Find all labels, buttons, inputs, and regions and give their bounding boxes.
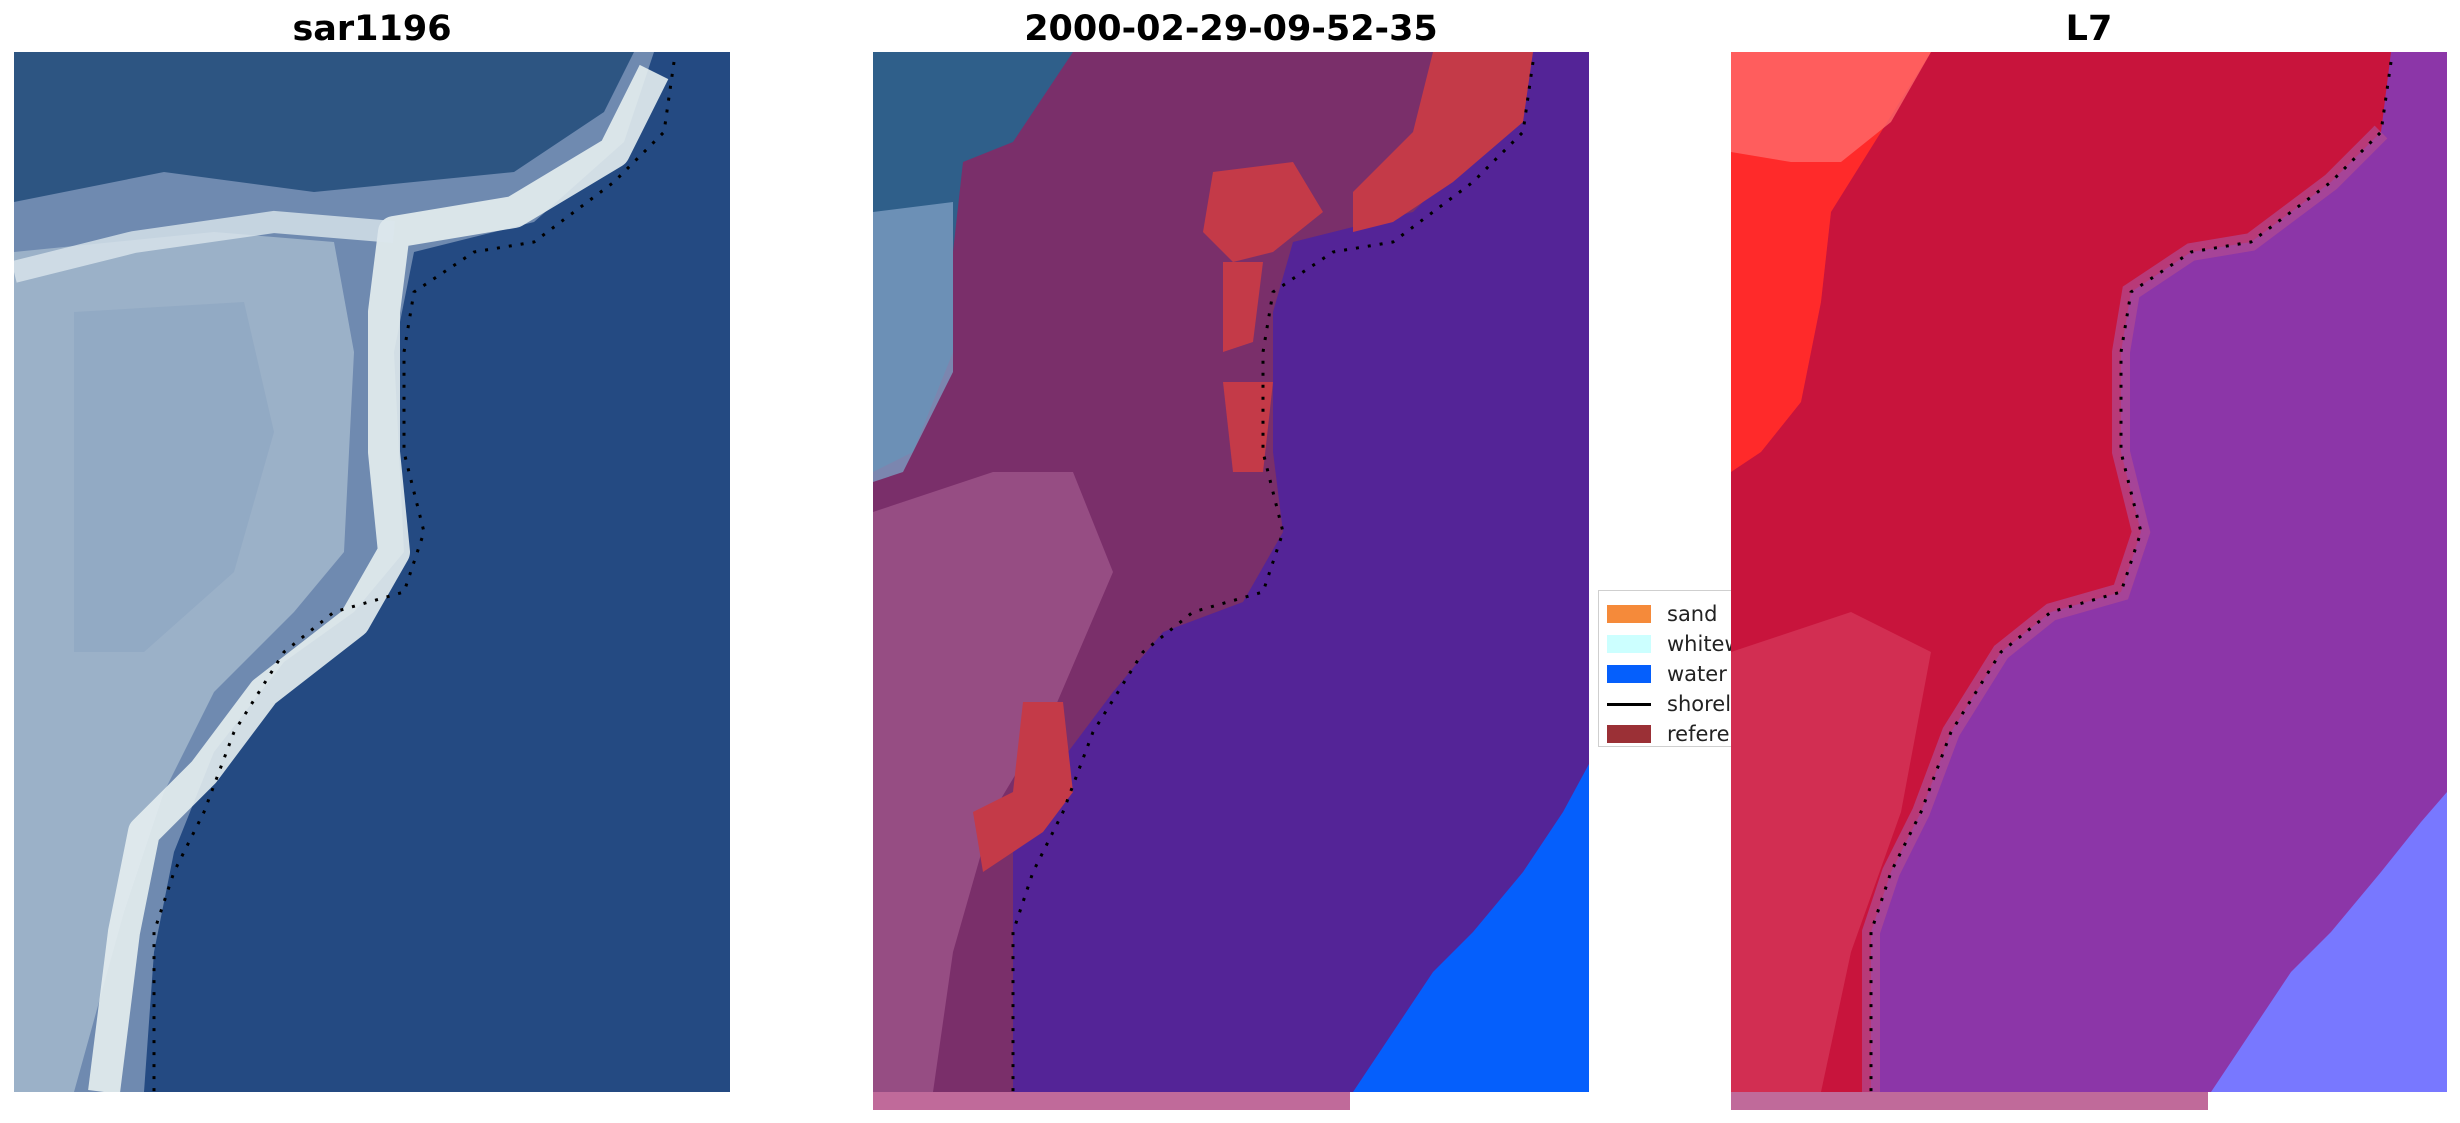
index-land-area	[1731, 52, 2391, 1092]
legend-swatch-whitewater	[1607, 635, 1651, 653]
class-reference-col2	[1223, 382, 1273, 472]
legend-item-water: water	[1607, 659, 1727, 689]
index-transition	[1862, 125, 2388, 1092]
class-reference-col	[1223, 262, 1263, 352]
classification-image	[873, 52, 1589, 1110]
legend-swatch-reference	[1607, 725, 1651, 743]
whitewater-band-left	[14, 210, 395, 283]
panel-title-mndwi: L7	[2065, 9, 2113, 49]
index-shoreline	[1869, 61, 2393, 1092]
index-bottom-strip	[1731, 1092, 2208, 1110]
whitewater-band	[88, 64, 669, 1092]
index-land-light	[1731, 612, 1931, 1092]
class-reference-bottom	[973, 702, 1073, 872]
index-panel	[1731, 52, 2447, 1110]
index-water-bright	[2211, 792, 2447, 1092]
class-reference-top	[1353, 52, 1533, 232]
legend-item-sand: sand	[1607, 599, 1717, 629]
index-land-high-top	[1731, 52, 1931, 162]
class-reference-mid	[1203, 162, 1323, 262]
panel-title-rgb: sar1196	[292, 9, 452, 49]
legend-item-reference: referen	[1607, 719, 1732, 746]
panel-title-classification: 2000-02-29-09-52-35	[1024, 9, 1438, 49]
land-dark-top	[14, 52, 634, 202]
rgb-image	[14, 52, 730, 1092]
classification-panel	[873, 52, 1589, 1110]
rgb-image-panel	[14, 52, 730, 1092]
legend-swatch-sand	[1607, 605, 1651, 623]
class-shoreline	[1011, 61, 1535, 1092]
legend-item-shoreline: shorel	[1607, 689, 1731, 719]
class-land-area	[873, 52, 1513, 1092]
land-mid	[74, 302, 274, 652]
shoreline	[152, 61, 676, 1092]
legend-swatch-water	[1607, 665, 1651, 683]
legend-swatch-shoreline	[1607, 702, 1651, 706]
class-water-bright	[1353, 764, 1589, 1092]
class-land-light	[873, 472, 1113, 1092]
class-bottom-strip	[873, 1092, 1350, 1110]
class-unclassified-light	[873, 202, 953, 482]
index-image	[1731, 52, 2447, 1110]
